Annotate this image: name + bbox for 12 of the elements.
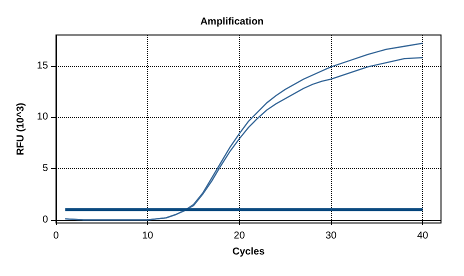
y-tick-label: 0 — [42, 214, 48, 226]
x-tick-label: 0 — [53, 230, 60, 242]
x-tick-label: 20 — [234, 230, 246, 242]
chart-title: Amplification — [200, 16, 264, 28]
x-tick-label: 40 — [417, 230, 429, 242]
y-tick-label: 5 — [42, 163, 48, 174]
y-tick-label: 15 — [36, 60, 48, 72]
y-axis-title: RFU (10^3) — [16, 102, 26, 156]
x-tick-label: 30 — [325, 230, 338, 242]
x-tick-label: 10 — [142, 230, 154, 242]
y-tick-label: 10 — [36, 112, 48, 123]
x-axis-title: Cycles — [232, 246, 266, 258]
